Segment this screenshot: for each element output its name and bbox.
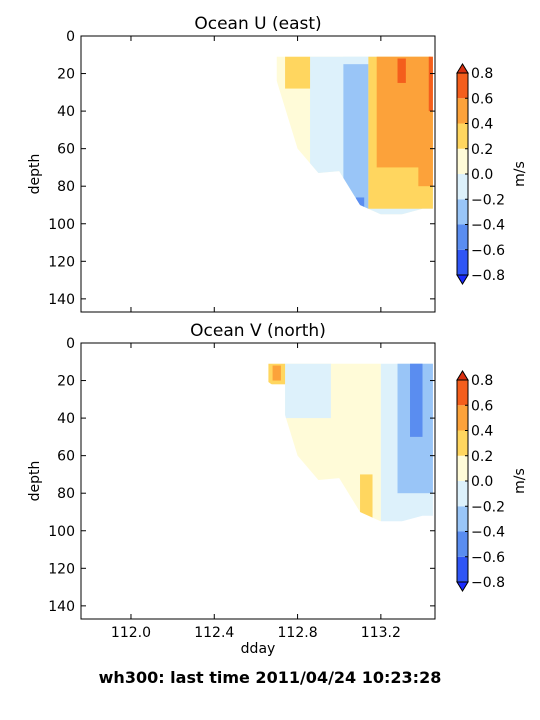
panel2-xtick-label: 112.8 xyxy=(278,625,318,641)
panel1-colorbar: 0.8 0.6 0.4 0.2 0.0 −0.2 −0.4 −0.6 −0.8 m/s xyxy=(456,63,528,285)
panel1-colorbar-bin xyxy=(457,249,468,275)
panel2-colorbar-tick-label: −0.6 xyxy=(471,550,505,566)
panel1-contour-region xyxy=(397,58,406,83)
panel2-colorbar-over-arrow xyxy=(456,370,469,381)
panel2-ytick-label: 60 xyxy=(57,449,75,465)
panel1-colorbar-tick-label: −0.6 xyxy=(471,243,505,259)
panel2-contour-region xyxy=(360,474,373,522)
panel2-colorbar-tick-label: 0.6 xyxy=(471,398,493,414)
panel2-contour-region xyxy=(285,363,331,419)
panel1-ytick-label: 100 xyxy=(48,217,75,233)
panel1-ylabel: depth xyxy=(27,154,43,195)
panel1-ytick-label: 20 xyxy=(57,67,75,83)
panel2-ytick-label: 120 xyxy=(48,561,75,577)
panel1-contour-region xyxy=(343,64,369,215)
panel2-colorbar-label: m/s xyxy=(512,468,528,494)
panel1-colorbar-tick-label: 0.8 xyxy=(471,66,493,82)
panel2-colorbar: 0.8 0.6 0.4 0.2 0.0 −0.2 −0.4 −0.6 −0.8 m/s xyxy=(456,370,528,592)
panel1-contour-region xyxy=(418,111,433,187)
panel2-colorbar-bin xyxy=(457,405,468,431)
panel1-colorbar-label: m/s xyxy=(512,161,528,187)
panel1-ytick-label: 140 xyxy=(48,292,75,308)
panel1-colorbar-bin xyxy=(457,148,468,174)
panel2-ytick-label: 100 xyxy=(48,524,75,540)
panel1-ytick-label: 0 xyxy=(66,29,75,45)
panel1-colorbar-tick-label: 0.0 xyxy=(471,167,493,183)
panel2-xtick-label: 113.2 xyxy=(361,625,401,641)
panel1-ytick-label: 80 xyxy=(57,179,75,195)
panel2-colorbar-bin xyxy=(457,430,468,456)
panel2-colorbar-bin xyxy=(457,556,468,582)
panel1-colorbar-tick-label: 0.2 xyxy=(471,142,493,158)
panel2-ytick-label: 140 xyxy=(48,599,75,615)
panel1-colorbar-bin xyxy=(457,123,468,149)
panel2-ylabel: depth xyxy=(27,461,43,502)
panel2-colorbar-tick-label: −0.4 xyxy=(471,525,505,541)
panel2-colorbar-under-arrow xyxy=(456,581,469,592)
panel1-colorbar-tick-label: 0.4 xyxy=(471,117,493,133)
panel2-ytick-label: 40 xyxy=(57,411,75,427)
panel1-axes-frame xyxy=(80,35,436,313)
panel2-colorbar-bin xyxy=(457,506,468,532)
panel2-contour-region xyxy=(410,363,423,437)
panel2-colorbar-bin xyxy=(457,481,468,507)
panel1-colorbar-tick-label: −0.2 xyxy=(471,192,505,208)
panel2-data xyxy=(268,363,433,522)
panel2-colorbar-bin xyxy=(457,380,468,406)
panel1-colorbar-bin xyxy=(457,98,468,124)
panel2-colorbar-bin xyxy=(457,455,468,481)
panel2-xtick-label: 112.0 xyxy=(111,625,151,641)
panel1: Ocean U (east) 0 20 40 60 80 100 120 140 depth 0.8… xyxy=(27,14,528,313)
panel1-colorbar-tick-label: −0.8 xyxy=(471,268,505,284)
panel2-colorbar-tick-label: −0.2 xyxy=(471,499,505,515)
panel2-colorbar-tick-label: −0.8 xyxy=(471,575,505,591)
panel1-title: Ocean U (east) xyxy=(194,14,321,34)
panel1-colorbar-bin xyxy=(457,199,468,225)
panel2-colorbar-tick-label: 0.0 xyxy=(471,474,493,490)
panel2: Ocean V (north) 0 20 40 60 80 100 120 140 112.0 11… xyxy=(27,321,528,657)
panel1-colorbar-tick-label: −0.4 xyxy=(471,218,505,234)
panel1-contour-region xyxy=(285,56,311,89)
panel1-colorbar-bin xyxy=(457,174,468,200)
panel2-xlabel: dday xyxy=(241,641,276,657)
panel2-axes-frame xyxy=(80,342,436,620)
panel1-colorbar-tick-label: 0.6 xyxy=(471,91,493,107)
panel2-colorbar-tick-label: 0.8 xyxy=(471,373,493,389)
panel2-colorbar-tick-label: 0.2 xyxy=(471,449,493,465)
panel1-colorbar-bin xyxy=(457,224,468,250)
panel1-colorbar-over-arrow xyxy=(456,63,469,74)
panel1-ytick-label: 120 xyxy=(48,254,75,270)
figure-suptitle: wh300: last time 2011/04/24 10:23:28 xyxy=(99,668,442,687)
panel1-contour-region xyxy=(355,197,365,215)
panel2-title: Ocean V (north) xyxy=(190,321,326,341)
panel2-xtick-label: 112.4 xyxy=(194,625,234,641)
panel2-colorbar-tick-label: 0.4 xyxy=(471,424,493,440)
panel1-contour-region xyxy=(428,56,433,112)
panel2-contour-region xyxy=(272,365,281,381)
panel2-ytick-label: 80 xyxy=(57,486,75,502)
panel2-ytick-label: 20 xyxy=(57,374,75,390)
panel1-data xyxy=(276,56,433,215)
panel1-ytick-label: 40 xyxy=(57,104,75,120)
panel2-colorbar-bin xyxy=(457,531,468,557)
panel1-colorbar-bin xyxy=(457,73,468,99)
panel1-ytick-label: 60 xyxy=(57,142,75,158)
panel2-ytick-label: 0 xyxy=(66,336,75,352)
panel1-colorbar-under-arrow xyxy=(456,274,469,285)
